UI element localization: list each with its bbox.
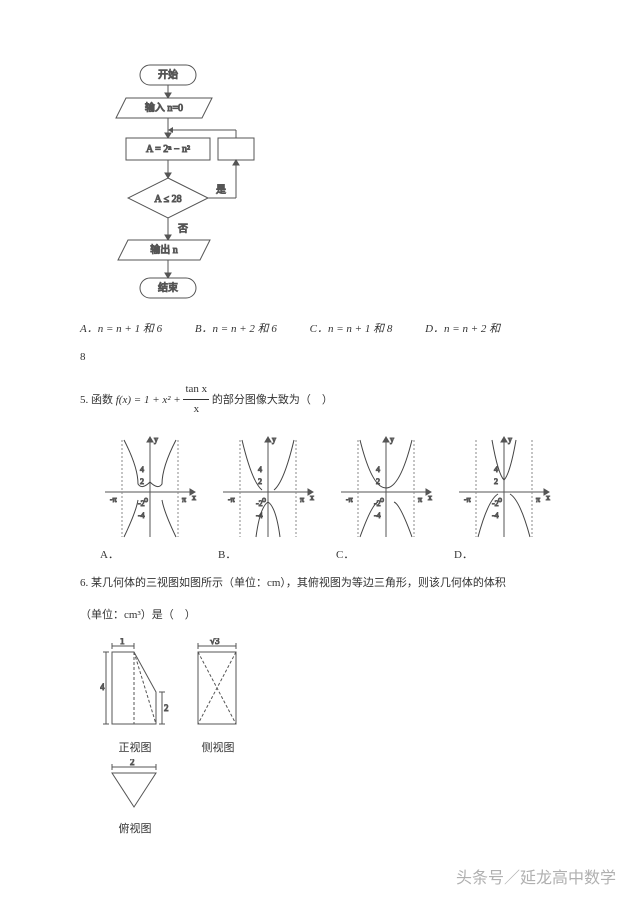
front-view-label: 正视图 — [100, 739, 170, 755]
flow-start: 开始 — [158, 68, 178, 81]
svg-text:-2: -2 — [138, 499, 145, 508]
svg-text:2: 2 — [494, 477, 498, 486]
svg-text:y: y — [390, 435, 394, 444]
svg-text:-4: -4 — [492, 511, 499, 520]
q5-text: 5. 函数 f(x) = 1 + x² + tan xx 的部分图像大致为（ ） — [80, 380, 560, 421]
option-d: D．n = n + 2 和 — [425, 320, 500, 340]
svg-text:1: 1 — [120, 638, 125, 646]
svg-text:-π: -π — [228, 495, 235, 504]
svg-text:π: π — [182, 495, 186, 504]
flow-cond: A ≤ 28 — [154, 194, 181, 205]
flow-input: 输入 n=0 — [145, 101, 183, 114]
graph-a: -π π o x y 4 2 -2 -4 — [100, 432, 200, 542]
svg-text:4: 4 — [258, 465, 262, 474]
q5-suffix: 的部分图像大致为（ ） — [209, 393, 333, 405]
q5-prefix: 5. 函数 — [80, 393, 116, 405]
side-view-label: 侧视图 — [188, 739, 248, 755]
graph-c: -π π o x y 4 2 -2 -4 — [336, 432, 436, 542]
svg-text:2: 2 — [258, 477, 262, 486]
svg-text:-2: -2 — [374, 499, 381, 508]
q5-graph-labels: A． B． C． D． — [100, 546, 560, 562]
q5-graphs: -π π o x y 4 2 -2 -4 -π π — [100, 432, 560, 542]
svg-text:4: 4 — [140, 465, 144, 474]
svg-text:π: π — [536, 495, 540, 504]
svg-text:x: x — [192, 493, 196, 502]
svg-text:-4: -4 — [374, 511, 381, 520]
q5-func: f(x) = 1 + x² + — [116, 393, 184, 405]
flow-output: 输出 n — [150, 243, 178, 256]
q5-frac-den: x — [183, 400, 209, 420]
top-view: 2 俯视图 — [100, 759, 560, 836]
flow-yes: 是 — [216, 184, 226, 196]
side-view: √3 侧视图 — [188, 638, 248, 755]
flow-no: 否 — [178, 223, 188, 235]
svg-text:π: π — [418, 495, 422, 504]
svg-text:√3: √3 — [210, 638, 220, 646]
label-c: C． — [336, 546, 436, 562]
svg-text:-4: -4 — [138, 511, 145, 520]
option-a: A．n = n + 1 和 6 — [80, 320, 162, 340]
q6-line2: （单位：cm³）是（ ） — [80, 606, 560, 626]
footer-attribution: 头条号／延龙高中数学 — [456, 864, 616, 888]
svg-text:x: x — [546, 493, 550, 502]
label-a: A． — [100, 546, 200, 562]
svg-text:y: y — [508, 435, 512, 444]
svg-text:4: 4 — [100, 682, 105, 692]
flow-end: 结束 — [158, 281, 178, 294]
q5-fraction: tan xx — [183, 380, 209, 421]
option-c: C．n = n + 1 和 8 — [310, 320, 393, 340]
flowchart-diagram: 开始 输入 n=0 A = 2ⁿ − n² A ≤ 28 — [100, 60, 560, 310]
svg-text:2: 2 — [164, 703, 169, 713]
graph-d: -π π o x y 4 2 -2 -4 — [454, 432, 554, 542]
graph-b: -π π o x y 4 2 -2 -4 — [218, 432, 318, 542]
label-b: B． — [218, 546, 318, 562]
svg-text:-π: -π — [464, 495, 471, 504]
svg-text:-2: -2 — [256, 499, 263, 508]
svg-text:-π: -π — [110, 495, 117, 504]
svg-text:2: 2 — [130, 759, 135, 767]
svg-text:4: 4 — [376, 465, 380, 474]
option-b: B．n = n + 2 和 6 — [195, 320, 277, 340]
three-view-diagram: 1 4 2 正视图 — [100, 638, 560, 836]
svg-text:x: x — [310, 493, 314, 502]
svg-text:π: π — [300, 495, 304, 504]
svg-text:2: 2 — [140, 477, 144, 486]
svg-text:y: y — [272, 435, 276, 444]
svg-text:y: y — [154, 435, 158, 444]
q4-option-d-cont: 8 — [80, 348, 560, 368]
svg-text:-2: -2 — [492, 499, 499, 508]
svg-text:-π: -π — [346, 495, 353, 504]
q4-options: A．n = n + 1 和 6 B．n = n + 2 和 6 C．n = n … — [80, 320, 560, 340]
label-d: D． — [454, 546, 554, 562]
flow-calc: A = 2ⁿ − n² — [146, 144, 190, 155]
top-view-label: 俯视图 — [100, 820, 170, 836]
svg-text:x: x — [428, 493, 432, 502]
q5-frac-num: tan x — [183, 380, 209, 401]
q6-line1: 6. 某几何体的三视图如图所示（单位：cm），其俯视图为等边三角形，则该几何体的… — [80, 574, 560, 594]
front-view: 1 4 2 正视图 — [100, 638, 170, 755]
